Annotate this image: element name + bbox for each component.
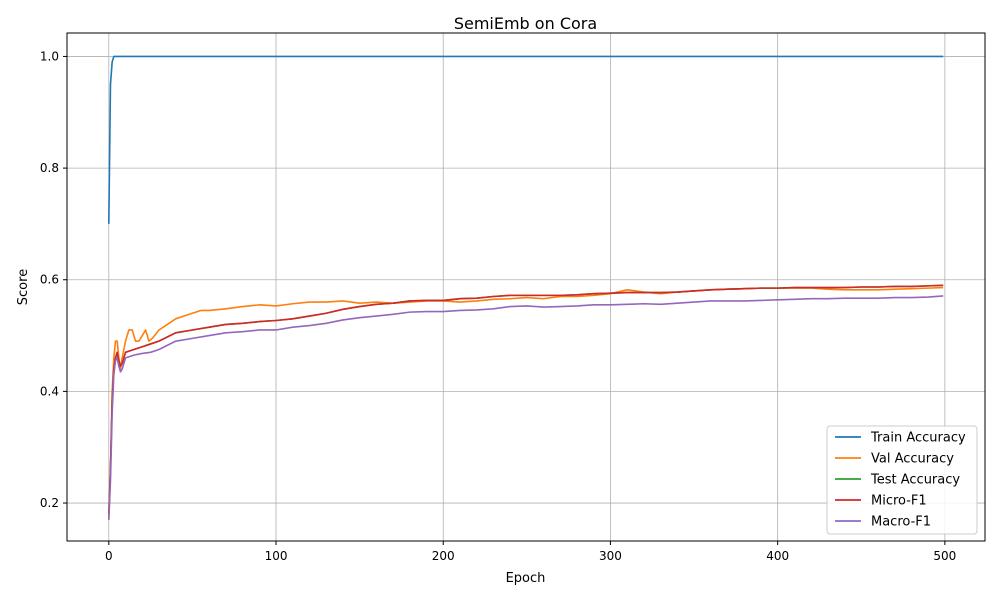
legend: Train Accuracy Val Accuracy Test Accuracy M… bbox=[826, 425, 978, 535]
axis-ticks: 0 100 200 300 400 500 0.2 0.4 0.6 0.8 1.0 bbox=[40, 49, 956, 563]
plot-frame bbox=[66, 32, 986, 542]
chart-title: SemiEmb on Cora bbox=[454, 14, 597, 33]
y-tick-label: 0.6 bbox=[40, 273, 59, 287]
y-tick-label: 0.8 bbox=[40, 161, 59, 175]
x-tick-label: 300 bbox=[599, 549, 622, 563]
x-tick-label: 500 bbox=[933, 549, 956, 563]
series-lines bbox=[108, 55, 944, 520]
x-tick-label: 200 bbox=[432, 549, 455, 563]
y-tick-label: 1.0 bbox=[40, 49, 59, 63]
series-line-3 bbox=[108, 284, 944, 515]
legend-label: Train Accuracy bbox=[870, 431, 966, 446]
series-line-4 bbox=[108, 295, 944, 520]
x-tick-label: 400 bbox=[766, 549, 789, 563]
x-tick-label: 100 bbox=[265, 549, 288, 563]
legend-label: Val Accuracy bbox=[871, 452, 954, 467]
legend-label: Test Accuracy bbox=[870, 473, 960, 488]
y-tick-label: 0.2 bbox=[40, 496, 59, 510]
legend-box bbox=[826, 425, 978, 535]
y-axis-label: Score bbox=[16, 269, 31, 305]
x-axis-label: Epoch bbox=[506, 571, 546, 586]
series-line-0 bbox=[108, 55, 944, 224]
legend-label: Macro-F1 bbox=[871, 515, 931, 530]
y-tick-label: 0.4 bbox=[40, 384, 59, 398]
x-tick-label: 0 bbox=[105, 549, 113, 563]
legend-label: Micro-F1 bbox=[871, 494, 927, 509]
